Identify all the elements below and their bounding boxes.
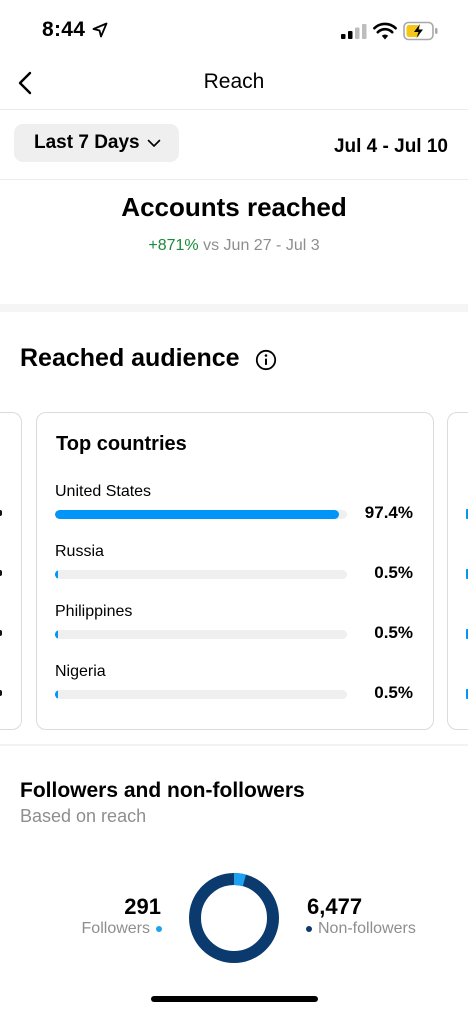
followers-legend-dot xyxy=(156,926,162,932)
status-time: 8:44 xyxy=(42,18,86,41)
country-bar-fill xyxy=(55,690,58,699)
status-bar: 8:44 xyxy=(0,0,468,60)
chevron-left-icon[interactable] xyxy=(12,68,40,98)
section-divider xyxy=(0,304,468,312)
country-bar-track xyxy=(55,690,347,699)
country-bar-track xyxy=(55,510,347,519)
wifi-icon xyxy=(373,22,397,40)
country-percent: 0.5% xyxy=(374,623,413,642)
followers-label: Followers xyxy=(81,920,150,937)
non-followers-legend-dot xyxy=(306,926,312,932)
list-bar-marker xyxy=(466,569,468,579)
date-range-dropdown[interactable]: Last 7 Days xyxy=(14,124,179,162)
country-percent: 0.5% xyxy=(374,683,413,702)
donut-nonfollowers-segment xyxy=(189,873,279,963)
country-percent: 97.4% xyxy=(364,503,413,522)
nav-bar: Reach xyxy=(0,60,468,110)
country-bar-fill xyxy=(55,510,340,519)
country-row: Nigeria 0.5% xyxy=(37,663,433,723)
accounts-reached-comparison: +871% vs Jun 27 - Jul 3 xyxy=(0,237,468,255)
list-bullet xyxy=(0,630,2,636)
country-bar-fill xyxy=(55,630,58,639)
reached-audience-title: Reached audience xyxy=(20,344,240,372)
battery-charging-icon xyxy=(403,21,438,41)
accounts-reached-compare-text: vs Jun 27 - Jul 3 xyxy=(203,237,320,254)
list-bullet xyxy=(0,570,2,576)
followers-legend: Followers xyxy=(82,920,162,938)
previous-audience-card[interactable] xyxy=(0,412,22,730)
country-percent: 0.5% xyxy=(374,563,413,582)
page-title: Reach xyxy=(203,70,265,93)
country-bar-track xyxy=(55,570,347,579)
non-followers-count: 6,477 xyxy=(307,894,363,919)
country-name: Nigeria xyxy=(55,663,106,680)
country-bar-fill xyxy=(55,570,58,579)
list-bullet xyxy=(0,510,2,516)
date-range-text: Jul 4 - Jul 10 xyxy=(333,136,448,157)
top-countries-card[interactable]: Top countries United States 97.4% Russia… xyxy=(36,412,434,730)
non-followers-legend: Non-followers xyxy=(306,920,416,938)
accounts-reached-change: +871% xyxy=(148,237,199,254)
location-arrow-icon xyxy=(92,22,108,38)
country-bar-track xyxy=(55,630,347,639)
country-name: Russia xyxy=(55,543,104,560)
country-name: Philippines xyxy=(55,603,133,620)
country-row: United States 97.4% xyxy=(37,483,433,543)
info-icon[interactable] xyxy=(255,349,277,371)
country-row: Philippines 0.5% xyxy=(37,603,433,663)
signal-icon xyxy=(341,24,367,39)
non-followers-label: Non-followers xyxy=(318,920,416,937)
list-bar-marker xyxy=(466,689,468,699)
list-bar-marker xyxy=(466,509,468,519)
date-filter-row: Last 7 Days Jul 4 - Jul 10 xyxy=(0,110,468,180)
accounts-reached-section: Accounts reached +871% vs Jun 27 - Jul 3 xyxy=(0,181,468,304)
home-indicator[interactable] xyxy=(151,996,318,1002)
country-name: United States xyxy=(55,483,152,500)
list-bullet xyxy=(0,690,2,696)
accounts-reached-title: Accounts reached xyxy=(121,192,347,222)
followers-section-title: Followers and non-followers xyxy=(20,779,305,802)
list-bar-marker xyxy=(466,629,468,639)
followers-donut-chart[interactable] xyxy=(188,872,280,964)
section-divider xyxy=(0,744,468,746)
donut-followers-segment xyxy=(189,873,279,963)
chevron-down-icon xyxy=(147,139,160,147)
card-title: Top countries xyxy=(56,433,187,455)
next-audience-card[interactable] xyxy=(447,412,468,730)
date-range-selected: Last 7 Days xyxy=(34,132,140,153)
followers-count: 291 xyxy=(124,894,161,919)
country-row: Russia 0.5% xyxy=(37,543,433,603)
followers-section-subtitle: Based on reach xyxy=(20,806,147,826)
